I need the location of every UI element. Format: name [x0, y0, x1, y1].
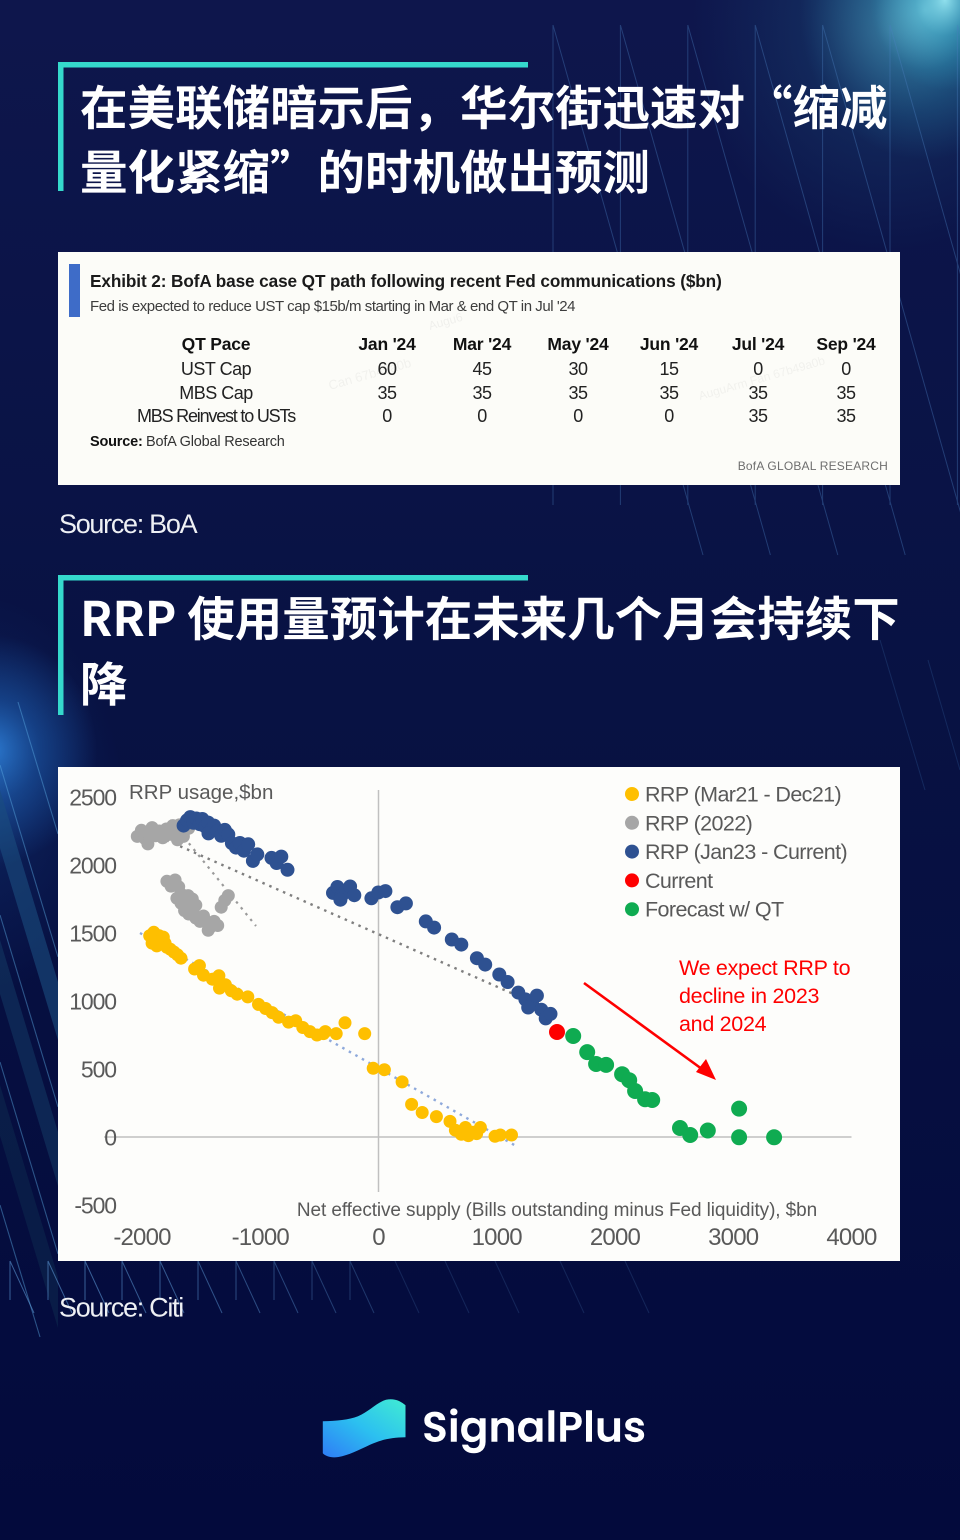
svg-text:60: 60	[377, 359, 397, 379]
svg-text:3000: 3000	[708, 1224, 759, 1251]
svg-text:-1000: -1000	[232, 1224, 290, 1251]
svg-text:0: 0	[104, 1125, 116, 1151]
svg-text:0: 0	[664, 406, 674, 426]
svg-text:Current: Current	[645, 869, 713, 893]
svg-text:May '24: May '24	[547, 334, 609, 354]
svg-text:15: 15	[659, 359, 679, 379]
svg-text:2000: 2000	[69, 853, 116, 879]
svg-text:Sep '24: Sep '24	[816, 334, 876, 354]
svg-text:0: 0	[382, 406, 392, 426]
svg-text:0: 0	[841, 359, 851, 379]
svg-text:0: 0	[753, 359, 763, 379]
svg-text:Source: Citi: Source: Citi	[59, 1293, 183, 1323]
svg-text:-2000: -2000	[113, 1224, 171, 1251]
svg-text:We expect RRP to: We expect RRP to	[679, 956, 851, 980]
svg-text:30: 30	[568, 359, 588, 379]
svg-text:BofA Global Research: BofA Global Research	[146, 434, 285, 450]
svg-text:35: 35	[659, 383, 679, 403]
svg-text:QT Pace: QT Pace	[182, 334, 251, 354]
svg-text:1000: 1000	[69, 989, 116, 1015]
svg-text:1000: 1000	[472, 1224, 523, 1251]
svg-text:RRP (Mar21 - Dec21): RRP (Mar21 - Dec21)	[645, 783, 841, 807]
svg-text:Jan '24: Jan '24	[358, 334, 416, 354]
svg-text:35: 35	[568, 383, 588, 403]
svg-text:2500: 2500	[69, 785, 116, 811]
svg-text:Source: BoA: Source: BoA	[59, 509, 198, 539]
svg-text:Jun '24: Jun '24	[640, 334, 699, 354]
svg-text:Source:: Source:	[90, 434, 143, 450]
svg-text:UST Cap: UST Cap	[181, 359, 252, 379]
svg-text:35: 35	[748, 383, 768, 403]
svg-text:45: 45	[472, 359, 492, 379]
svg-text:MBS Reinvest to USTs: MBS Reinvest to USTs	[137, 406, 296, 426]
svg-text:0: 0	[573, 406, 583, 426]
svg-text:35: 35	[377, 383, 397, 403]
svg-text:and 2024: and 2024	[679, 1012, 767, 1036]
svg-text:RRP (2022): RRP (2022)	[645, 811, 752, 835]
svg-text:Forecast w/ QT: Forecast w/ QT	[645, 898, 784, 922]
svg-text:Jul '24: Jul '24	[732, 334, 785, 354]
svg-text:1500: 1500	[69, 921, 116, 947]
svg-text:2000: 2000	[590, 1224, 641, 1251]
svg-text:4000: 4000	[826, 1224, 877, 1251]
svg-text:35: 35	[472, 383, 492, 403]
svg-text:0: 0	[372, 1224, 385, 1251]
svg-text:-500: -500	[74, 1193, 116, 1219]
svg-text:35: 35	[836, 406, 856, 426]
svg-text:35: 35	[748, 406, 768, 426]
svg-text:RRP usage,$bn: RRP usage,$bn	[129, 781, 273, 804]
svg-text:Net effective supply (Bills ou: Net effective supply (Bills outstanding …	[297, 1200, 817, 1221]
svg-text:decline in 2023: decline in 2023	[679, 984, 819, 1008]
svg-text:0: 0	[477, 406, 487, 426]
svg-text:RRP (Jan23 - Current): RRP (Jan23 - Current)	[645, 840, 847, 864]
svg-text:BofA GLOBAL RESEARCH: BofA GLOBAL RESEARCH	[738, 459, 888, 473]
svg-text:Fed is expected to reduce UST: Fed is expected to reduce UST cap $15b/m…	[90, 298, 575, 315]
svg-text:Mar '24: Mar '24	[453, 334, 512, 354]
svg-text:35: 35	[836, 383, 856, 403]
svg-text:MBS Cap: MBS Cap	[179, 383, 253, 403]
svg-text:Exhibit 2: BofA base case QT p: Exhibit 2: BofA base case QT path follow…	[90, 271, 722, 291]
svg-text:500: 500	[81, 1057, 116, 1083]
